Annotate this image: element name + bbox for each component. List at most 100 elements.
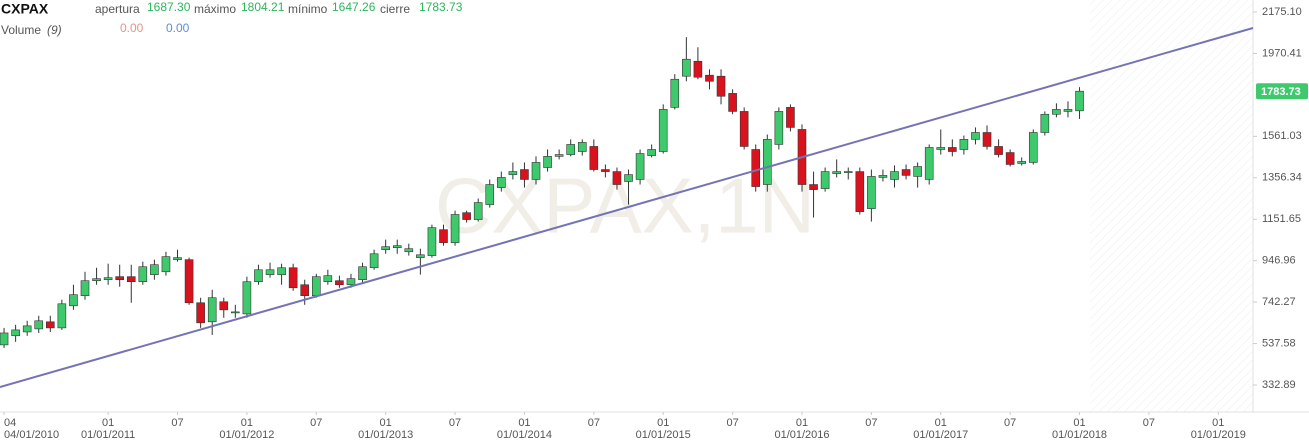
x-date-label: 01/01/2012	[219, 429, 274, 441]
x-tick-label: 07	[449, 417, 461, 429]
candle-body	[231, 311, 240, 314]
x-tick-label: 01	[1212, 417, 1224, 429]
y-tick-label: 1970.41	[1262, 47, 1302, 59]
candle-body	[751, 149, 761, 187]
candle-body	[57, 303, 67, 329]
candle-body	[601, 169, 610, 172]
y-tick-label: 742.27	[1262, 296, 1296, 308]
candle-body	[531, 162, 541, 180]
open-value: 1687.30	[147, 0, 191, 14]
candle-body	[369, 253, 379, 269]
x-date-label: 01/01/2013	[358, 429, 413, 441]
x-date-label: 01/01/2015	[636, 429, 691, 441]
candle-body	[508, 171, 518, 175]
y-tick-label: 1151.65	[1262, 213, 1301, 225]
x-tick-label: 07	[865, 417, 877, 429]
last-price-label: 1783.73	[1261, 86, 1301, 98]
candle-body	[612, 171, 622, 185]
candle-body	[1075, 90, 1084, 112]
candle-body	[311, 276, 321, 296]
x-date-label: 01/01/2016	[774, 429, 829, 441]
candle-body	[138, 266, 148, 283]
close-value: 1783.73	[419, 0, 463, 14]
candle-body	[577, 142, 587, 152]
candle-body	[624, 174, 633, 182]
x-tick-label: 01	[1073, 417, 1085, 429]
candle-body	[219, 301, 229, 311]
candle-body	[11, 329, 20, 337]
candle-body	[855, 171, 865, 212]
candle-body	[566, 144, 576, 155]
candle-body	[254, 269, 263, 283]
candle-body	[647, 149, 656, 156]
candle-body	[184, 259, 194, 304]
candle-body	[126, 276, 136, 283]
candle-body	[762, 139, 772, 185]
candle-body	[705, 74, 714, 82]
candle-body	[242, 281, 252, 315]
candle-body	[832, 171, 841, 174]
candle-body	[809, 184, 818, 190]
candle-body	[982, 132, 992, 147]
x-tick-label: 01	[518, 417, 530, 429]
high-value: 1804.21	[241, 0, 285, 14]
open-label: apertura	[95, 2, 140, 16]
candle-body	[635, 153, 645, 180]
candle-body	[878, 175, 888, 178]
x-date-label: 01/01/2014	[497, 429, 552, 441]
candle-body	[1017, 161, 1027, 164]
volume-value: 0.00	[120, 21, 144, 35]
candle-body	[994, 146, 1003, 155]
candle-body	[1040, 113, 1050, 133]
candle-body	[335, 280, 344, 286]
x-tick-label: 07	[310, 417, 322, 429]
candle-body	[416, 254, 425, 258]
low-label: mínimo	[288, 2, 328, 16]
last-price-tag	[1256, 83, 1308, 100]
candle-body	[265, 269, 275, 275]
candle-body	[682, 58, 691, 77]
candle-body	[1028, 132, 1038, 163]
volume-period: (9)	[47, 23, 62, 37]
candle-body	[173, 257, 182, 260]
candle-body	[774, 111, 784, 145]
high-label: máximo	[194, 2, 236, 16]
x-date-label: 01/01/2018	[1052, 429, 1107, 441]
candle-body	[300, 284, 310, 296]
volume-value: 0.00	[166, 21, 190, 35]
candle-body	[936, 147, 946, 150]
candle-body	[901, 169, 911, 176]
x-tick-label: 07	[726, 417, 738, 429]
candle-body	[288, 267, 298, 289]
candle-body	[473, 202, 483, 220]
candle-body	[1052, 109, 1061, 115]
y-tick-label: 1356.34	[1262, 172, 1302, 184]
candle-body	[1005, 152, 1015, 165]
candle-body	[693, 60, 703, 78]
candle-body	[161, 256, 171, 273]
candle-body	[890, 171, 899, 180]
x-tick-label: 01	[935, 417, 947, 429]
candle-body	[959, 139, 969, 150]
candle-body	[92, 278, 101, 282]
candle-body	[670, 78, 680, 108]
candle-body	[115, 276, 124, 280]
y-tick-label: 332.89	[1262, 379, 1296, 391]
candle-body	[497, 177, 506, 188]
low-value: 1647.26	[332, 0, 376, 14]
x-tick-label: 01	[796, 417, 808, 429]
candle-body	[739, 111, 749, 147]
candle-body	[196, 302, 205, 324]
candle-body	[392, 245, 402, 249]
x-tick-label: 07	[171, 417, 183, 429]
candle-body	[543, 156, 552, 168]
close-label: cierre	[380, 2, 410, 16]
candle-body	[323, 275, 333, 283]
candle-body	[520, 169, 529, 180]
x-tick-label: 07	[588, 417, 600, 429]
x-date-label: 01/01/2019	[1191, 429, 1246, 441]
candle-body	[948, 147, 957, 152]
y-tick-label: 537.58	[1262, 337, 1296, 349]
candle-body	[485, 184, 495, 205]
